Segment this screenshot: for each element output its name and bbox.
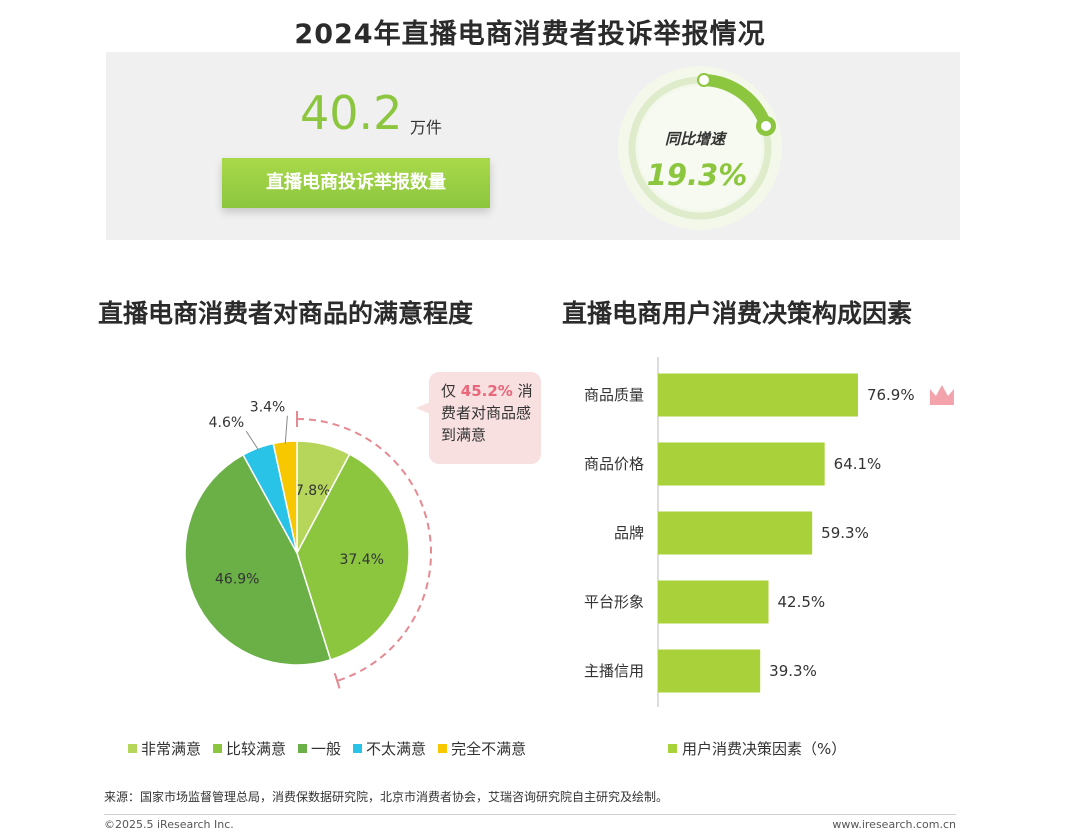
source-note: 来源：国家市场监督管理总局，消费保数据研究院，北京市消费者协会，艾瑞咨询研究院自… (104, 790, 669, 804)
complaint-count-label: 直播电商投诉举报数量 (222, 158, 490, 208)
bar (658, 373, 858, 417)
bar-value-label: 59.3% (821, 524, 869, 542)
callout-suffix: 消费者对商品感到满意 (441, 382, 533, 444)
website: www.iresearch.com.cn (832, 818, 956, 831)
bar-value-label: 42.5% (778, 593, 826, 611)
pie-leader-line (245, 430, 259, 451)
pie-legend-swatch (128, 744, 137, 753)
pie-legend-item: 非常满意 (128, 738, 201, 759)
bar-value-label: 64.1% (834, 455, 882, 473)
footer-divider (104, 814, 956, 815)
callout-highlight: 45.2% (460, 382, 513, 400)
gauge-label: 同比增速 (664, 130, 725, 148)
pie-legend-swatch (213, 744, 223, 753)
bar-category-label: 主播信用 (584, 662, 644, 680)
bar-category-label: 商品价格 (584, 455, 644, 473)
bracket-end-tick (333, 672, 341, 689)
bar-category-label: 平台形象 (584, 593, 644, 611)
bar (658, 442, 825, 486)
pie-legend-swatch (353, 744, 363, 753)
gauge-end-knob-center (761, 121, 771, 131)
complaint-count-unit: 万件 (410, 118, 443, 137)
gauge-value: 19.3% (646, 158, 748, 192)
bar-legend: 用户消费决策因素（%） (668, 738, 846, 759)
decision-factors-bar-chart: 商品质量 76.9% 商品价格 64.1% 品牌 59.3% 平台形象 42.5% 主播信用 39… (584, 357, 954, 707)
pie-legend-label: 一般 (311, 740, 342, 758)
crown-icon (929, 385, 954, 405)
pie-legend-label: 比较满意 (226, 740, 287, 758)
callout-pointer (416, 402, 430, 414)
pie-legend-swatch (298, 744, 308, 753)
pie-legend-label: 不太满意 (366, 740, 427, 758)
pie-legend: 非常满意 比较满意 一般 不太满意 完全不满意 (128, 738, 526, 759)
bar (658, 580, 769, 624)
bar (658, 649, 761, 693)
bar-value-label: 39.3% (769, 662, 817, 680)
pie-slice-label: 37.4% (339, 552, 383, 568)
summary-panel (106, 52, 960, 240)
pie-slice-label: 4.6% (209, 415, 245, 431)
pie-legend-item: 不太满意 (353, 738, 426, 759)
growth-gauge (618, 66, 782, 230)
pie-legend-item: 完全不满意 (438, 738, 526, 759)
page-title: 2024年直播电商消费者投诉举报情况 (294, 19, 766, 50)
pie-slice-label: 3.4% (250, 400, 286, 416)
pie-slice-label: 46.9% (215, 571, 259, 587)
copyright: ©2025.5 iResearch Inc. (104, 818, 234, 831)
pie-legend-item: 一般 (298, 738, 341, 759)
gauge-start-dot (697, 73, 711, 87)
pie-leader-line (284, 415, 288, 444)
pie-legend-item: 比较满意 (213, 738, 286, 759)
satisfaction-pie-chart: 7.8% 37.4% 46.9% 4.6% 3.4% (184, 400, 432, 689)
pie-slice (296, 453, 410, 661)
pie-slice-label: 7.8% (295, 483, 331, 499)
satisfaction-callout: 仅 45.2% 消费者对商品感到满意 (429, 372, 541, 464)
bar-category-label: 商品质量 (584, 386, 644, 404)
pie-legend-label: 非常满意 (141, 740, 202, 758)
bar-legend-swatch (668, 744, 677, 753)
pie-chart-title: 直播电商消费者对商品的满意程度 (98, 299, 474, 328)
bar-legend-label: 用户消费决策因素（%） (682, 740, 847, 758)
bar (658, 511, 813, 555)
pie-legend-label: 完全不满意 (451, 740, 527, 758)
callout-prefix: 仅 (441, 382, 457, 400)
bar-category-label: 品牌 (614, 524, 644, 542)
pie-legend-swatch (438, 744, 448, 753)
pie-slice (184, 453, 332, 666)
bar-chart-title: 直播电商用户消费决策构成因素 (562, 299, 913, 328)
bar-value-label: 76.9% (867, 386, 915, 404)
complaint-count-value: 40.2 (300, 86, 403, 140)
gauge-inner (638, 86, 762, 210)
